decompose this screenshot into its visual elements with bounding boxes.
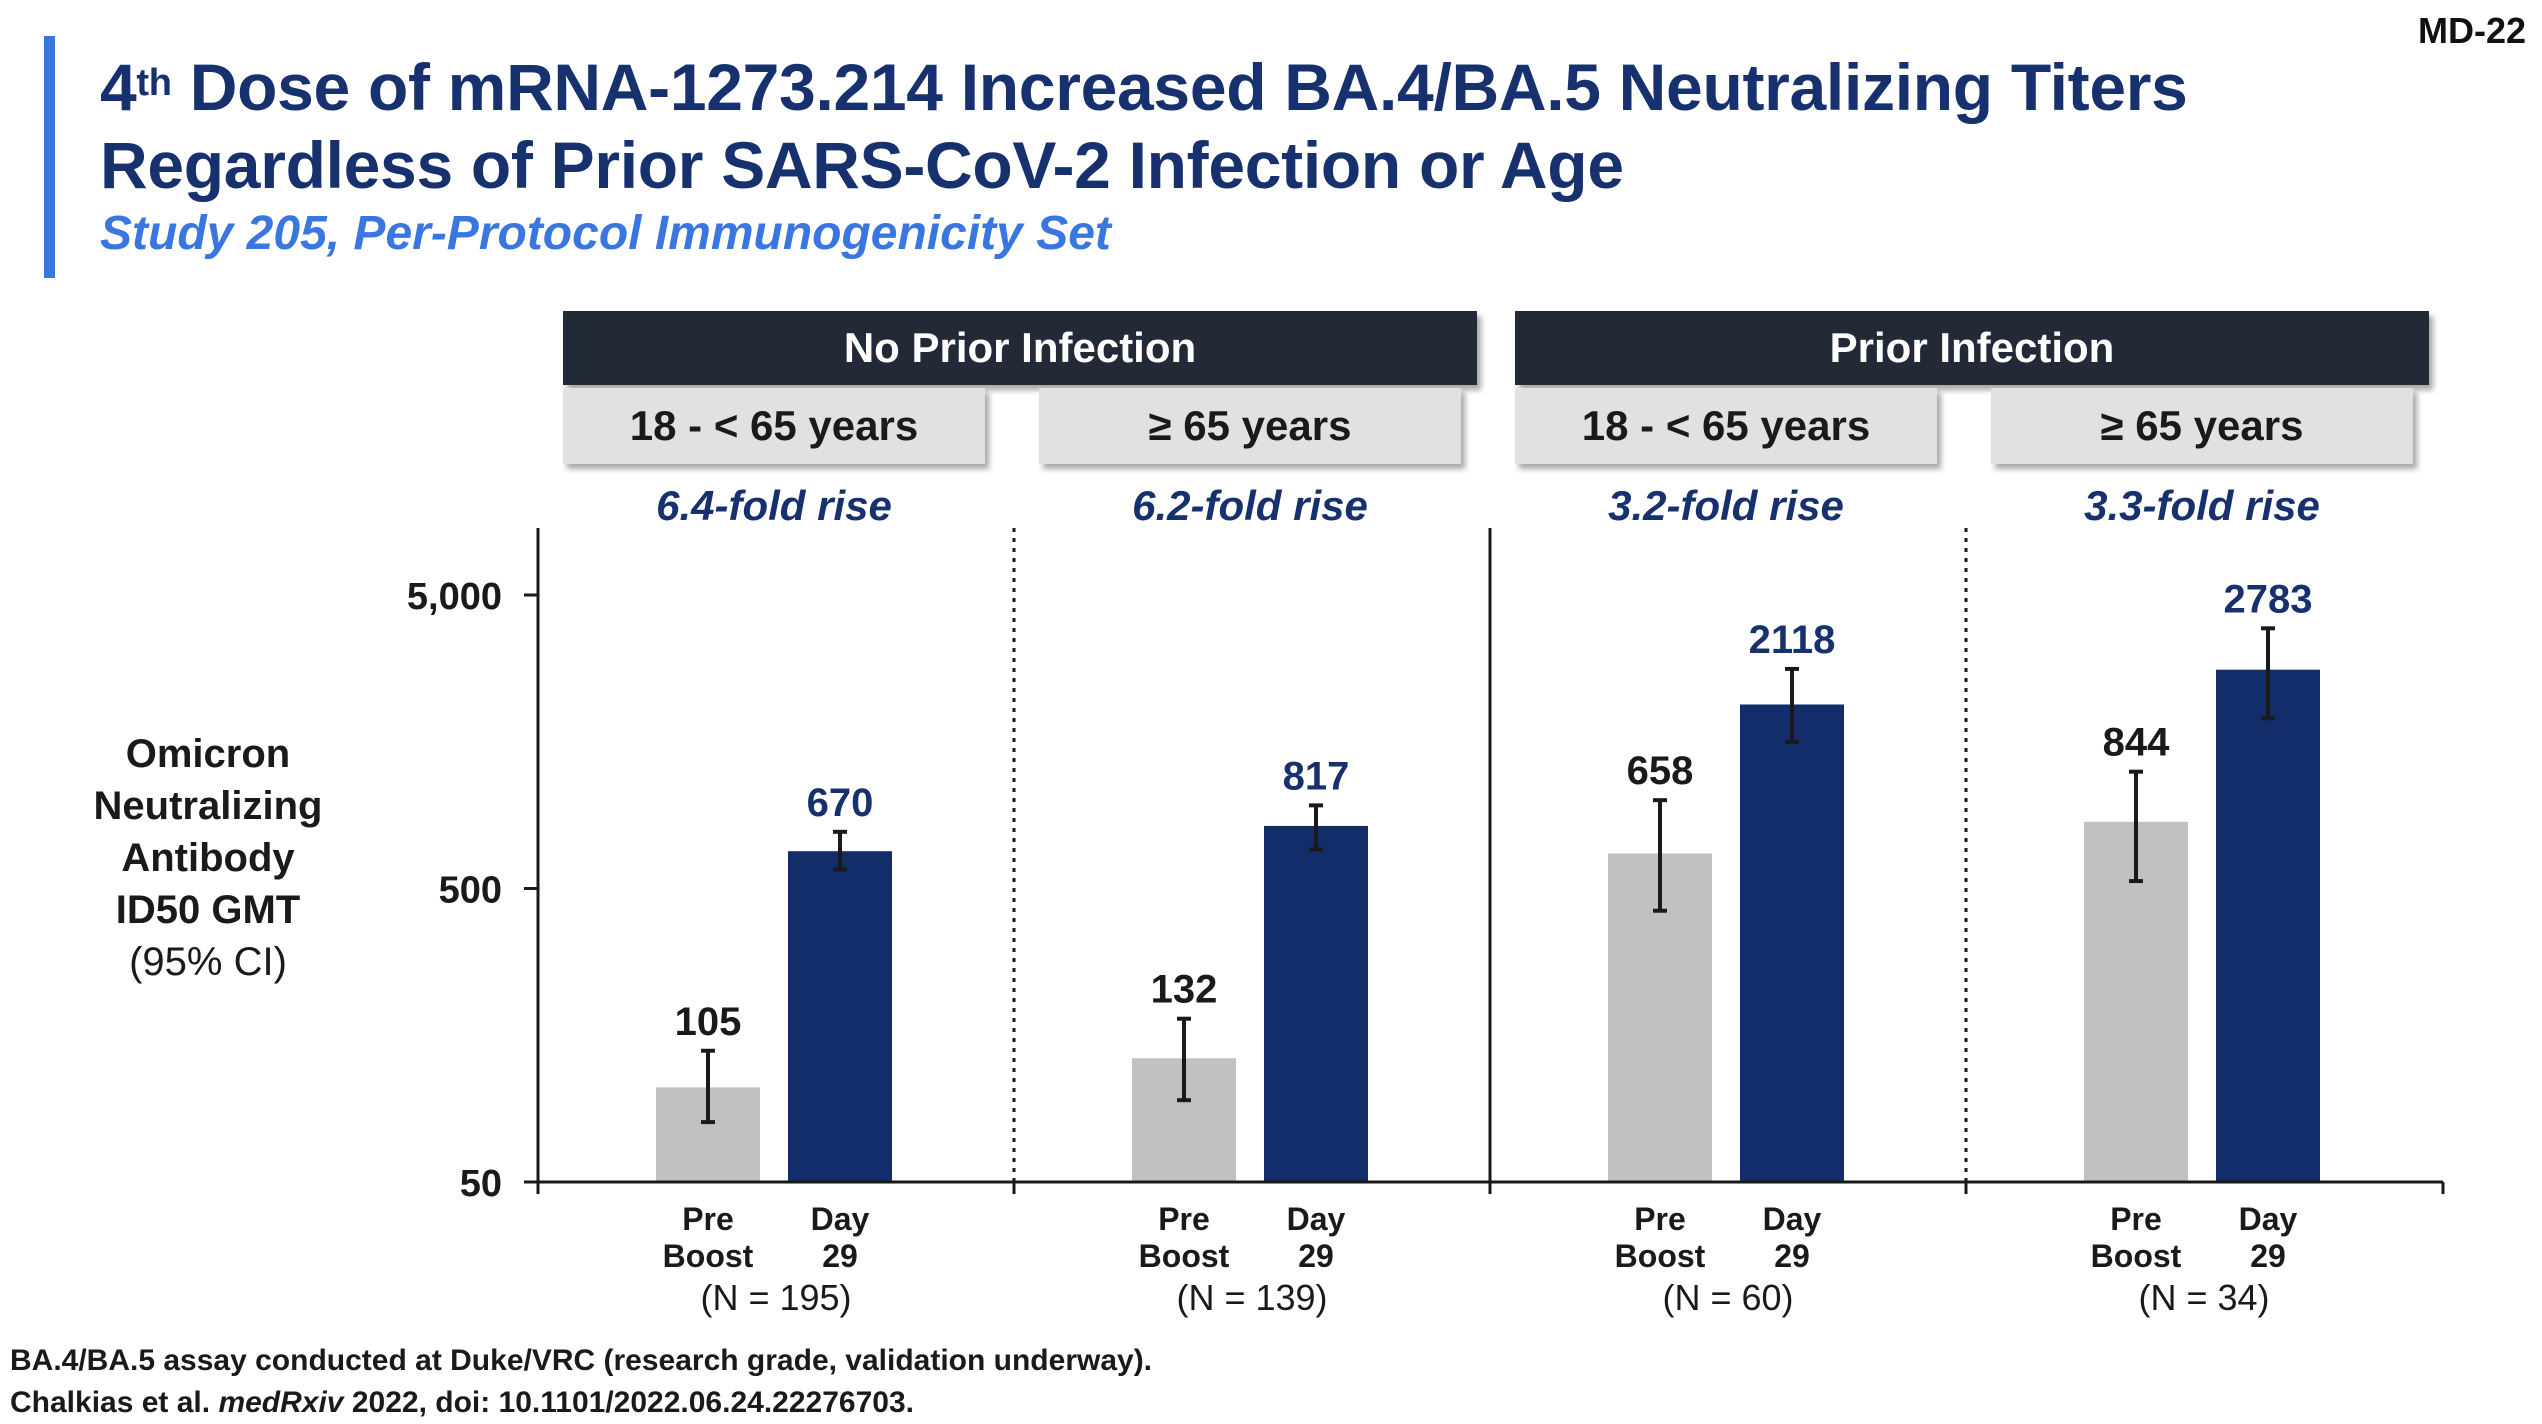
x-tick-label: Pre [1634,1201,1686,1237]
infection-group-label: No Prior Infection [844,324,1196,371]
y-tick-label: 50 [460,1163,502,1205]
day29-value-label: 2118 [1749,618,1836,662]
pre-boost-value-label: 658 [1627,749,1694,793]
infection-group-header [563,311,1477,385]
x-tick-label: Day [2239,1201,2298,1237]
y-tick-label: 500 [439,870,502,912]
y-axis-label-line: Omicron [125,732,291,776]
age-group-header [563,388,985,464]
y-tick-label: 5,000 [407,576,502,618]
x-tick-label: 29 [1298,1238,1334,1274]
day29-value-label: 817 [1283,754,1350,798]
day29-value-label: 2783 [2224,577,2313,621]
day29-value-label: 670 [807,781,874,825]
age-group-header [1515,388,1937,464]
fold-rise-label: 6.2-fold rise [1132,482,1368,529]
x-tick-label: Boost [2091,1238,2182,1274]
infection-group-header [1515,311,2429,385]
fold-rise-label: 3.2-fold rise [1608,482,1844,529]
slide-title: 4th Dose of mRNA-1273.214 Increased BA.4… [100,48,2188,204]
pre-boost-value-label: 105 [675,1000,742,1044]
pre-boost-value-label: 132 [1151,968,1218,1012]
x-tick-label: 29 [2250,1238,2286,1274]
title-line-1: 4th Dose of mRNA-1273.214 Increased BA.4… [100,48,2188,126]
x-tick-label: Boost [1139,1238,1230,1274]
infection-group-label: Prior Infection [1830,324,2115,371]
title-line-1-text: Dose of mRNA-1273.214 Increased BA.4/BA.… [171,50,2188,124]
footnote: BA.4/BA.5 assay conducted at Duke/VRC (r… [10,1340,1152,1424]
x-tick-label: Pre [2110,1201,2162,1237]
title-line-2: Regardless of Prior SARS-CoV-2 Infection… [100,128,1624,202]
sample-size-label: (N = 139) [1176,1277,1327,1318]
fold-rise-label: 6.4-fold rise [656,482,892,529]
slide-subtitle: Study 205, Per-Protocol Immunogenicity S… [100,207,1111,260]
day29-bar [1264,825,1368,1182]
x-tick-label: Boost [1615,1238,1706,1274]
day29-bar [2216,669,2320,1182]
day29-bar [788,851,892,1182]
fold-rise-label: 3.3-fold rise [2084,482,2320,529]
x-tick-label: Pre [682,1201,734,1237]
age-group-header [1991,388,2413,464]
age-group-label: ≥ 65 years [2101,402,2304,449]
sample-size-label: (N = 34) [2138,1277,2269,1318]
age-group-label: 18 - < 65 years [630,402,918,449]
y-axis-label-line: Antibody [121,836,295,880]
age-group-label: ≥ 65 years [1149,402,1352,449]
x-tick-label: Pre [1158,1201,1210,1237]
x-tick-label: 29 [822,1238,858,1274]
journal-name: medRxiv [218,1386,344,1419]
y-axis-label-sub: (95% CI) [129,940,287,984]
x-tick-label: 29 [1774,1238,1810,1274]
x-tick-label: Day [1763,1201,1822,1237]
sample-size-label: (N = 60) [1662,1277,1793,1318]
age-group-header [1039,388,1461,464]
footnote-line-2: Chalkias et al. medRxiv 2022, doi: 10.11… [10,1386,914,1419]
day29-bar [1740,704,1844,1182]
title-ordinal: 4 [100,50,137,124]
x-tick-label: Boost [663,1238,754,1274]
sample-size-label: (N = 195) [700,1277,851,1318]
age-group-label: 18 - < 65 years [1582,402,1870,449]
pre-boost-value-label: 844 [2103,721,2170,765]
x-tick-label: Day [811,1201,870,1237]
title-ordinal-suffix: th [136,62,172,104]
y-axis-label: Omicron Neutralizing Antibody ID50 GMT (… [48,728,368,988]
title-accent-bar [44,36,55,278]
slide-id: MD-22 [2417,10,2526,51]
footnote-line-1: BA.4/BA.5 assay conducted at Duke/VRC (r… [10,1344,1153,1377]
y-axis-label-line: Neutralizing [93,784,323,828]
x-tick-label: Day [1287,1201,1346,1237]
y-axis-label-line: ID50 GMT [115,888,301,932]
